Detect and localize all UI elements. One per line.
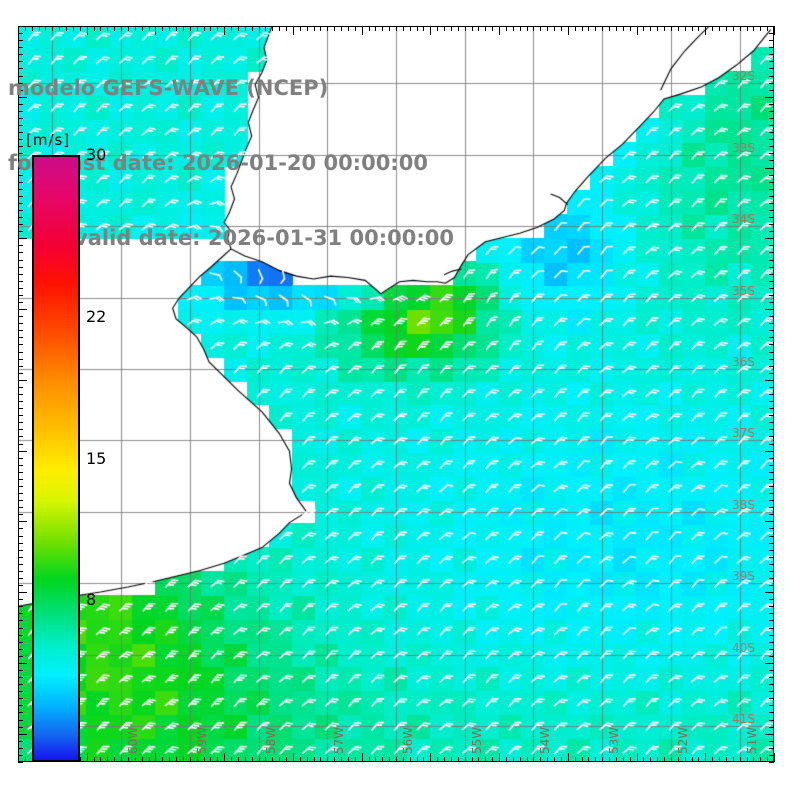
- latitude-tick-label: 39S: [732, 569, 755, 584]
- longitude-tick-label: 57W: [332, 726, 347, 754]
- latitude-tick-label: 35S: [732, 283, 755, 298]
- colorbar[interactable]: [32, 155, 80, 762]
- latitude-tick-label: 38S: [732, 497, 755, 512]
- latitude-tick-label: 33S: [732, 140, 755, 155]
- latitude-tick-label: 34S: [732, 212, 755, 227]
- map-title-block: modelo GEFS-WAVE (NCEP) forecast date: 2…: [0, 26, 520, 301]
- map-plot-area[interactable]: [18, 26, 774, 762]
- axis-ticks-top: [18, 26, 775, 762]
- longitude-tick-label: 53W: [607, 726, 622, 754]
- latitude-tick-label: 32S: [732, 69, 755, 84]
- colorbar-tick-label: 15: [86, 448, 107, 468]
- wind-speed-heatmap-canvas[interactable]: [18, 26, 774, 762]
- title-valid-date: valid date: 2026-01-31 00:00:00: [74, 226, 454, 250]
- longitude-tick-label: 60W: [126, 726, 141, 754]
- colorbar-unit-label: [m/s]: [26, 131, 71, 149]
- longitude-tick-label: 54W: [538, 726, 553, 754]
- longitude-tick-label: 56W: [401, 726, 415, 754]
- latitude-tick-label: 40S: [732, 640, 755, 655]
- title-forecast-date: forecast date: 2026-01-20 00:00:00: [8, 151, 428, 175]
- longitude-tick-label: 52W: [675, 726, 690, 754]
- colorbar-tick-label: 30: [86, 145, 107, 164]
- axis-ticks-right: [18, 26, 774, 763]
- colorbar-gradient[interactable]: [32, 155, 80, 762]
- longitude-tick-label: 55W: [469, 726, 484, 754]
- latitude-tick-label: 41S: [732, 712, 755, 727]
- axis-ticks-left: [18, 26, 774, 763]
- latitude-tick-label: 36S: [732, 354, 755, 369]
- colorbar-tick-label: 22: [86, 306, 107, 326]
- longitude-tick-label: 58W: [263, 726, 278, 754]
- title-model-line: modelo GEFS-WAVE (NCEP): [8, 76, 329, 100]
- longitude-tick-label: 51W: [744, 726, 759, 754]
- colorbar-tick-label: 8: [86, 590, 97, 610]
- latitude-tick-label: 37S: [732, 426, 755, 441]
- longitude-tick-label: 59W: [194, 726, 209, 754]
